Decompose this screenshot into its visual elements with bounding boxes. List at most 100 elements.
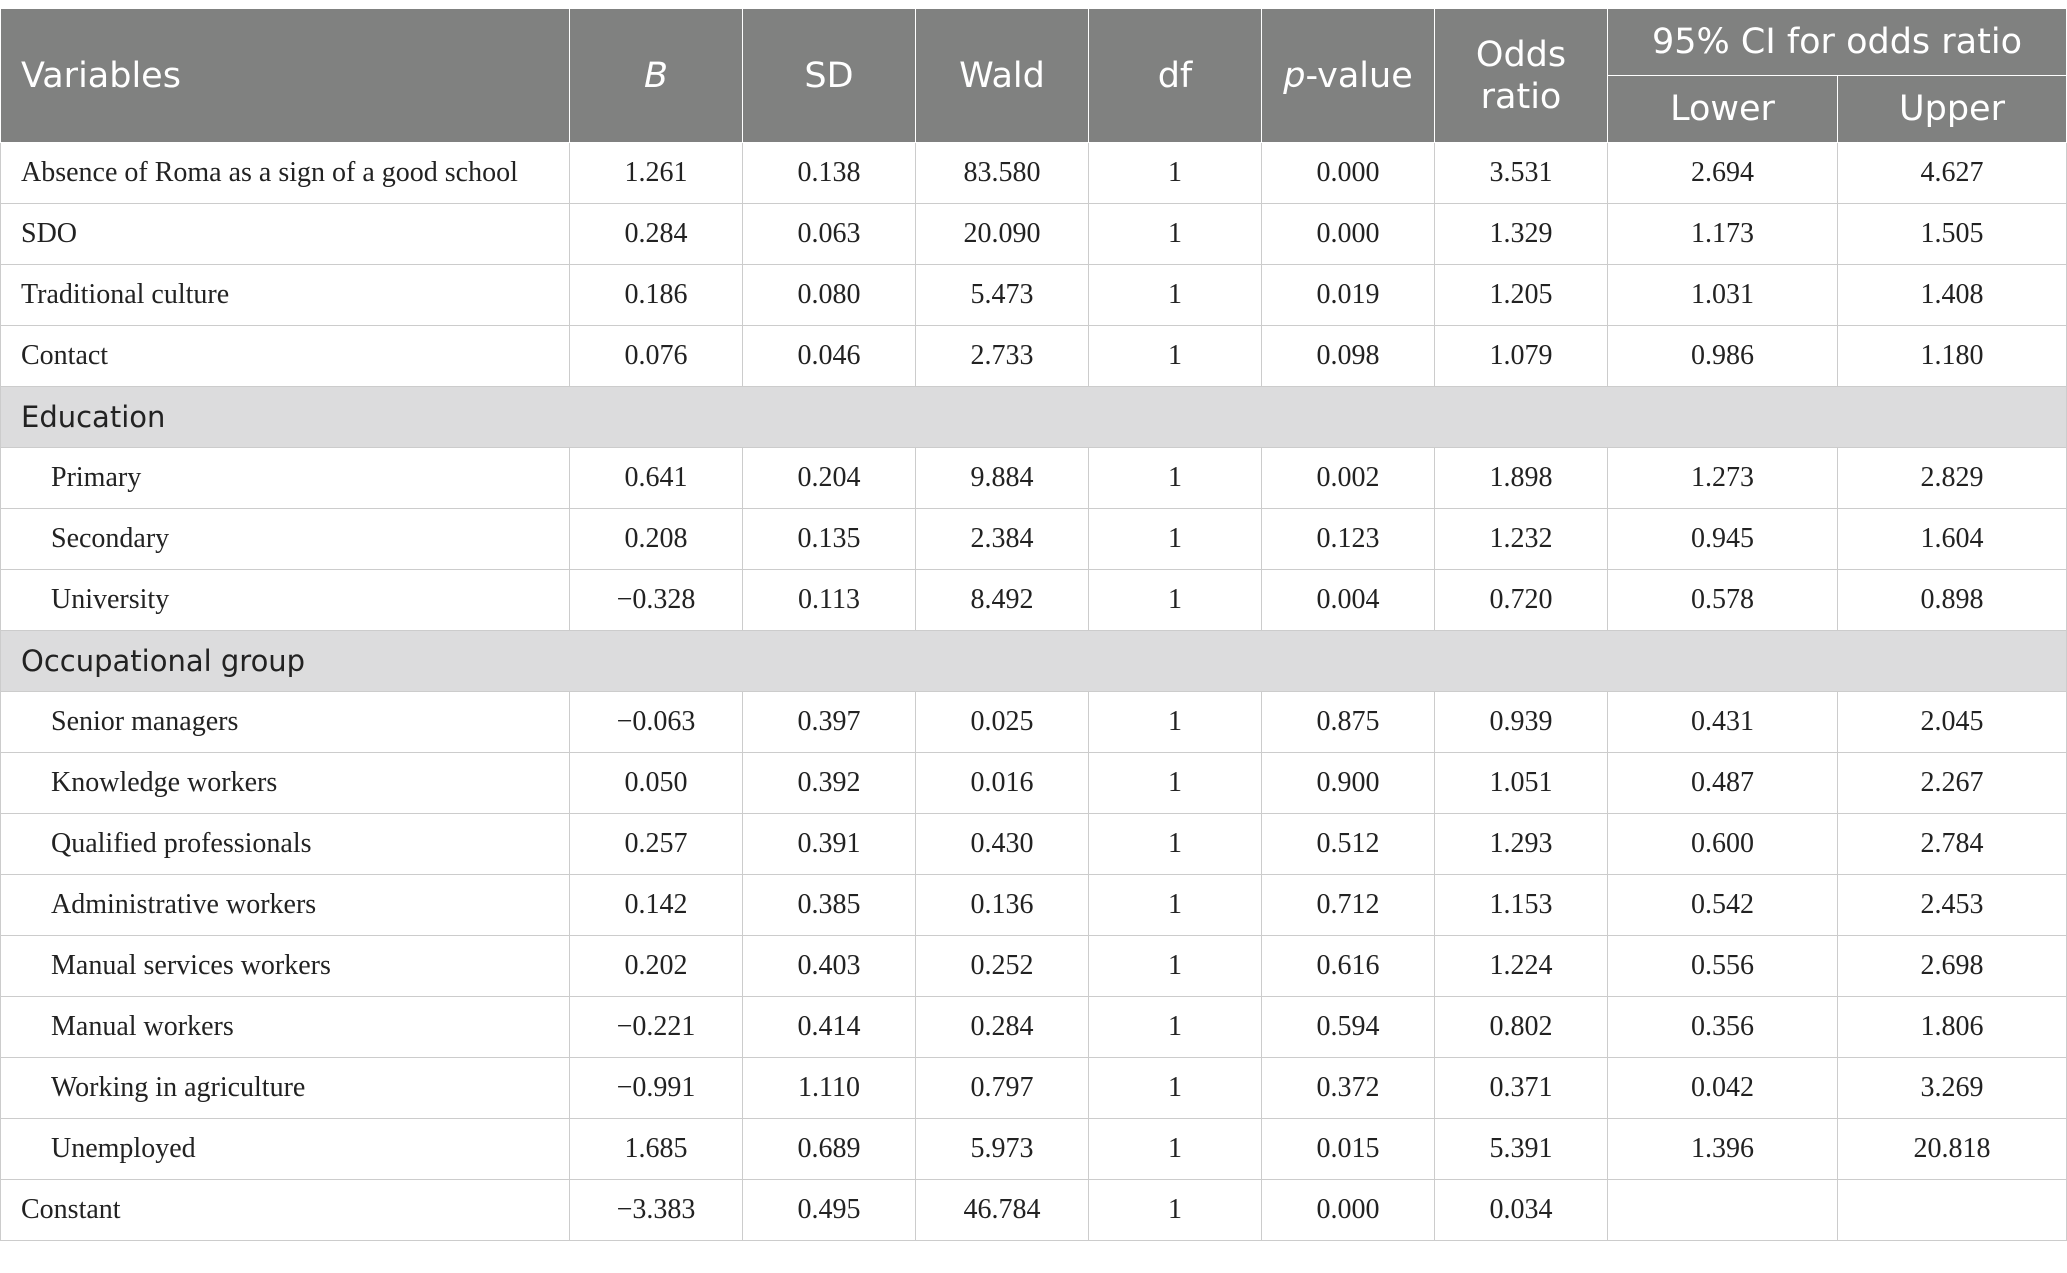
table-header: Variables B SD Wald df p-value Odds ratio… [0, 8, 2067, 143]
cell-sd: 0.689 [742, 1118, 916, 1180]
cell-wald: 0.284 [915, 996, 1089, 1058]
table-row: Traditional culture 0.186 0.080 5.473 1 0.019… [0, 264, 2067, 326]
cell-or: 1.079 [1434, 325, 1608, 387]
row-label: Knowledge workers [0, 752, 570, 814]
table-row: Qualified professionals 0.257 0.391 0.430 1 0… [0, 813, 2067, 875]
cell-sd: 0.414 [742, 996, 916, 1058]
cell-sd: 0.113 [742, 569, 916, 631]
cell-upper: 3.269 [1837, 1057, 2067, 1119]
cell-lower: 1.396 [1607, 1118, 1838, 1180]
cell-sd: 0.392 [742, 752, 916, 814]
cell-or: 0.720 [1434, 569, 1608, 631]
cell-lower: 0.542 [1607, 874, 1838, 936]
cell-b: 0.257 [569, 813, 743, 875]
cell-upper: 1.408 [1837, 264, 2067, 326]
cell-or: 1.153 [1434, 874, 1608, 936]
cell-lower: 1.173 [1607, 203, 1838, 265]
cell-wald: 0.797 [915, 1057, 1089, 1119]
cell-upper: 2.045 [1837, 691, 2067, 753]
cell-sd: 0.204 [742, 447, 916, 509]
cell-sd: 1.110 [742, 1057, 916, 1119]
cell-lower: 0.986 [1607, 325, 1838, 387]
cell-lower: 0.487 [1607, 752, 1838, 814]
header-odds-line1: Odds [1475, 34, 1567, 75]
cell-or: 1.051 [1434, 752, 1608, 814]
header-odds-line2: ratio [1480, 76, 1562, 117]
cell-wald: 0.016 [915, 752, 1089, 814]
cell-b: 0.208 [569, 508, 743, 570]
cell-wald: 46.784 [915, 1179, 1089, 1241]
cell-wald: 20.090 [915, 203, 1089, 265]
section-row: Occupational group [0, 630, 2067, 692]
cell-b: −0.221 [569, 996, 743, 1058]
cell-p: 0.000 [1261, 1179, 1435, 1241]
header-variables: Variables [0, 8, 570, 143]
cell-or: 1.898 [1434, 447, 1608, 509]
cell-df: 1 [1088, 142, 1262, 204]
cell-or: 5.391 [1434, 1118, 1608, 1180]
table-row: Manual workers −0.221 0.414 0.284 1 0.594 0.80… [0, 996, 2067, 1058]
table-row: Secondary 0.208 0.135 2.384 1 0.123 1.232 0.945… [0, 508, 2067, 570]
cell-df: 1 [1088, 508, 1262, 570]
cell-or: 0.802 [1434, 996, 1608, 1058]
cell-df: 1 [1088, 1118, 1262, 1180]
cell-or: 3.531 [1434, 142, 1608, 204]
cell-p: 0.004 [1261, 569, 1435, 631]
cell-wald: 0.025 [915, 691, 1089, 753]
cell-b: 0.050 [569, 752, 743, 814]
cell-upper: 1.180 [1837, 325, 2067, 387]
cell-b: −0.063 [569, 691, 743, 753]
cell-p: 0.123 [1261, 508, 1435, 570]
cell-or: 1.205 [1434, 264, 1608, 326]
header-ci: 95% CI for odds ratio [1607, 8, 2067, 76]
cell-p: 0.875 [1261, 691, 1435, 753]
row-label: University [0, 569, 570, 631]
cell-df: 1 [1088, 1057, 1262, 1119]
cell-p: 0.594 [1261, 996, 1435, 1058]
header-p-suffix: -value [1305, 55, 1413, 96]
cell-lower: 0.042 [1607, 1057, 1838, 1119]
cell-p: 0.372 [1261, 1057, 1435, 1119]
row-label: Administrative workers [0, 874, 570, 936]
row-label: Unemployed [0, 1118, 570, 1180]
cell-b: −0.328 [569, 569, 743, 631]
cell-lower: 0.356 [1607, 996, 1838, 1058]
cell-sd: 0.063 [742, 203, 916, 265]
row-label: SDO [0, 203, 570, 265]
header-p-italic: p [1283, 55, 1306, 96]
header-sd: SD [742, 8, 916, 143]
table-row: Contact 0.076 0.046 2.733 1 0.098 1.079 0.986 1.… [0, 325, 2067, 387]
table-row: Constant −3.383 0.495 46.784 1 0.000 0.034 [0, 1179, 2067, 1241]
table-body: Absence of Roma as a sign of a good scho… [0, 142, 2067, 1241]
cell-or: 0.034 [1434, 1179, 1608, 1241]
cell-upper [1837, 1179, 2067, 1241]
cell-p: 0.616 [1261, 935, 1435, 997]
cell-p: 0.900 [1261, 752, 1435, 814]
cell-p: 0.098 [1261, 325, 1435, 387]
cell-wald: 0.430 [915, 813, 1089, 875]
table-row: Working in agriculture −0.991 1.110 0.797 1 0… [0, 1057, 2067, 1119]
cell-upper: 2.784 [1837, 813, 2067, 875]
cell-or: 0.371 [1434, 1057, 1608, 1119]
header-df: df [1088, 8, 1262, 143]
cell-df: 1 [1088, 325, 1262, 387]
cell-lower: 0.945 [1607, 508, 1838, 570]
row-label: Traditional culture [0, 264, 570, 326]
table-row: SDO 0.284 0.063 20.090 1 0.000 1.329 1.173 1.505 [0, 203, 2067, 265]
cell-sd: 0.135 [742, 508, 916, 570]
table-row: Knowledge workers 0.050 0.392 0.016 1 0.900 1.… [0, 752, 2067, 814]
cell-lower: 0.578 [1607, 569, 1838, 631]
cell-b: 0.076 [569, 325, 743, 387]
row-label: Contact [0, 325, 570, 387]
cell-upper: 1.505 [1837, 203, 2067, 265]
cell-upper: 20.818 [1837, 1118, 2067, 1180]
cell-or: 1.293 [1434, 813, 1608, 875]
cell-b: 0.202 [569, 935, 743, 997]
cell-sd: 0.080 [742, 264, 916, 326]
cell-or: 1.329 [1434, 203, 1608, 265]
row-label: Secondary [0, 508, 570, 570]
cell-upper: 2.698 [1837, 935, 2067, 997]
cell-upper: 0.898 [1837, 569, 2067, 631]
cell-wald: 2.733 [915, 325, 1089, 387]
header-b: B [569, 8, 743, 143]
